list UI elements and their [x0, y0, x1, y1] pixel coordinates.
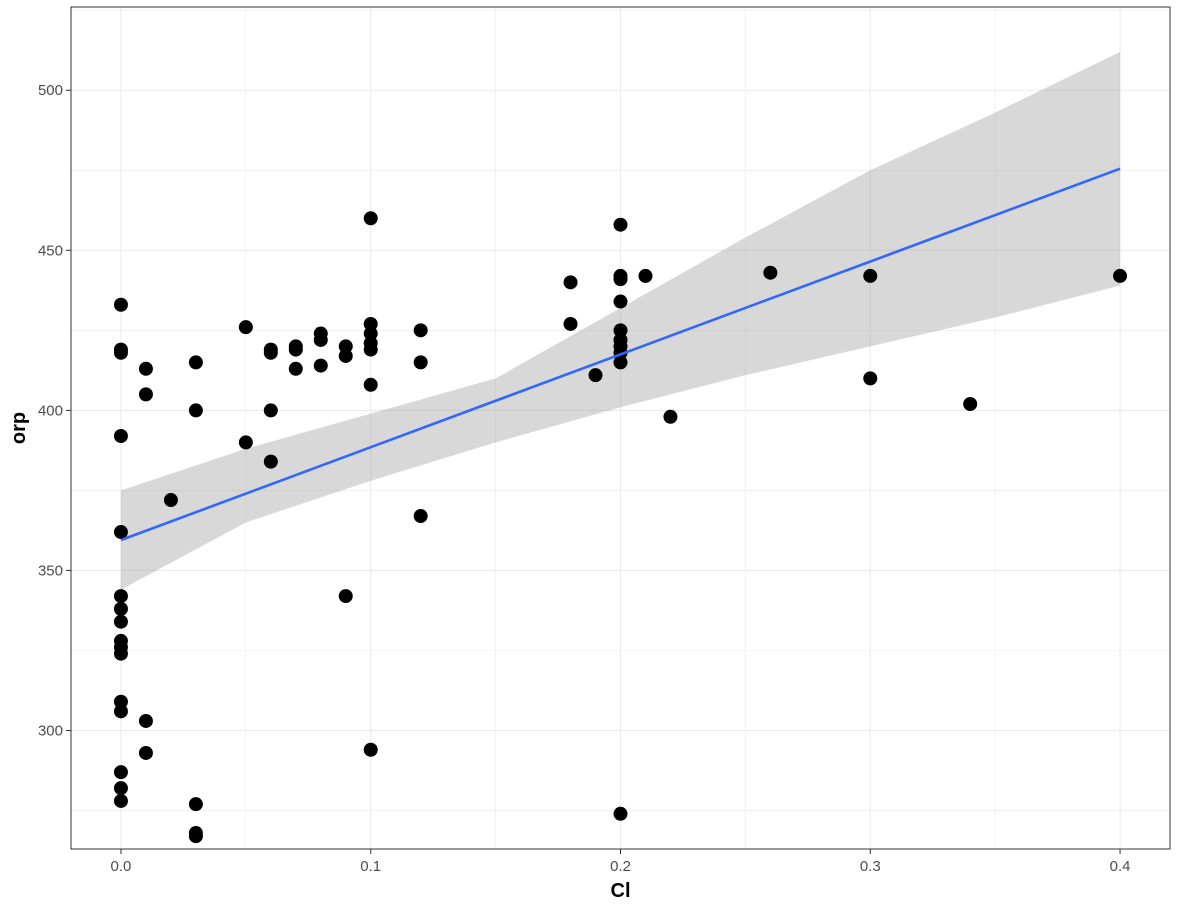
- data-point: [413, 355, 428, 370]
- y-axis-title: orp: [8, 412, 30, 444]
- data-point: [113, 601, 128, 616]
- data-point: [763, 265, 778, 280]
- data-point: [613, 217, 628, 232]
- data-point: [288, 342, 303, 357]
- data-point: [1113, 268, 1128, 283]
- data-point: [363, 742, 378, 757]
- x-tick-label: 0.4: [1110, 858, 1131, 875]
- data-point: [113, 704, 128, 719]
- data-point: [863, 268, 878, 283]
- data-point: [163, 493, 178, 508]
- data-point: [338, 348, 353, 363]
- data-point: [363, 326, 378, 341]
- data-point: [563, 275, 578, 290]
- data-point: [138, 387, 153, 402]
- data-point: [113, 429, 128, 444]
- x-tick-label: 0.2: [610, 858, 631, 875]
- data-point: [113, 589, 128, 604]
- data-point: [113, 345, 128, 360]
- data-point: [613, 355, 628, 370]
- data-point: [663, 409, 678, 424]
- data-point: [338, 339, 353, 354]
- confidence-band: [120, 51, 1121, 590]
- x-tick-label: 0.3: [860, 858, 881, 875]
- data-point: [113, 765, 128, 780]
- data-point: [113, 793, 128, 808]
- data-point: [338, 589, 353, 604]
- data-point: [413, 509, 428, 524]
- data-point: [263, 403, 278, 418]
- data-point: [238, 435, 253, 450]
- data-point: [113, 614, 128, 629]
- data-point: [963, 396, 978, 411]
- y-tick-label: 450: [38, 242, 63, 259]
- data-point: [113, 297, 128, 312]
- x-axis-title: Cl: [611, 880, 631, 902]
- data-point: [363, 342, 378, 357]
- points-layer: [113, 211, 1128, 844]
- y-tick-label: 500: [38, 82, 63, 99]
- data-point: [138, 713, 153, 728]
- regression-line: [120, 167, 1121, 542]
- data-point: [113, 781, 128, 796]
- data-point: [113, 694, 128, 709]
- data-point: [588, 368, 603, 383]
- x-tick-label: 0.1: [360, 858, 381, 875]
- data-point: [613, 294, 628, 309]
- data-point: [313, 332, 328, 347]
- data-point: [188, 355, 203, 370]
- data-point: [413, 323, 428, 338]
- data-point: [613, 272, 628, 287]
- data-point: [138, 745, 153, 760]
- data-point: [313, 358, 328, 373]
- data-point: [288, 361, 303, 376]
- data-point: [238, 320, 253, 335]
- data-point: [263, 454, 278, 469]
- fit-line-layer: [120, 167, 1121, 542]
- data-point: [113, 525, 128, 540]
- data-point: [113, 646, 128, 661]
- data-point: [188, 797, 203, 812]
- data-point: [863, 371, 878, 386]
- data-point: [263, 345, 278, 360]
- x-tick-label: 0.0: [111, 858, 132, 875]
- x-axis: 0.0 0.1 0.2 0.3 0.4: [111, 849, 1131, 875]
- y-tick-label: 350: [38, 562, 63, 579]
- data-point: [638, 268, 653, 283]
- y-tick-label: 400: [38, 402, 63, 419]
- y-tick-label: 300: [38, 723, 63, 740]
- data-point: [363, 316, 378, 331]
- confidence-band-layer: [120, 51, 1121, 590]
- data-point: [613, 323, 628, 338]
- data-point: [363, 211, 378, 226]
- y-axis: 300 350 400 450 500: [38, 82, 71, 740]
- data-point: [563, 316, 578, 331]
- data-point: [188, 403, 203, 418]
- data-point: [138, 361, 153, 376]
- data-point: [188, 829, 203, 844]
- data-point: [363, 377, 378, 392]
- data-point: [613, 806, 628, 821]
